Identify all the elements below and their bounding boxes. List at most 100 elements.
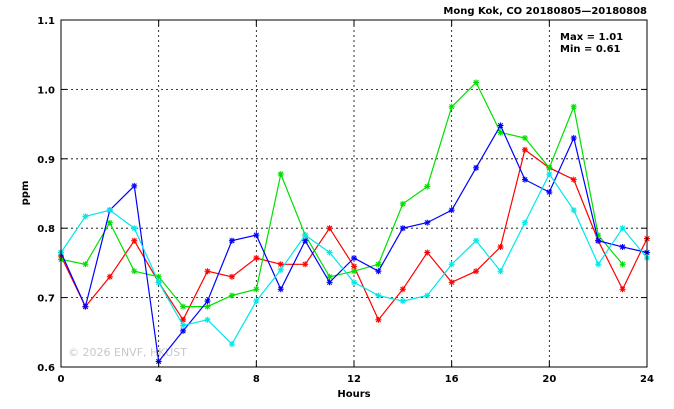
x-axis-label: Hours bbox=[337, 389, 370, 400]
data-point bbox=[448, 261, 455, 268]
data-point bbox=[595, 237, 602, 244]
data-point bbox=[497, 129, 504, 136]
axis-ticks bbox=[60, 19, 648, 368]
y-tick-label: 1.1 bbox=[37, 16, 55, 27]
data-point bbox=[204, 268, 211, 275]
data-point bbox=[228, 341, 235, 348]
y-tick-label: 1.0 bbox=[37, 85, 55, 96]
data-point bbox=[277, 286, 284, 293]
y-tick-label: 0.6 bbox=[37, 363, 55, 374]
data-point bbox=[448, 103, 455, 110]
data-point bbox=[619, 286, 626, 293]
data-point bbox=[375, 268, 382, 275]
x-tick-label: 8 bbox=[253, 374, 260, 385]
data-point bbox=[424, 292, 431, 299]
data-point bbox=[82, 303, 89, 310]
data-point bbox=[131, 268, 138, 275]
data-point bbox=[106, 273, 113, 280]
data-point bbox=[570, 103, 577, 110]
y-tick-labels: 0.6 0.7 0.8 0.9 1.0 1.1 bbox=[37, 16, 55, 374]
data-point bbox=[106, 207, 113, 214]
data-point bbox=[82, 213, 89, 220]
data-point bbox=[570, 176, 577, 183]
chart-title: Mong Kok, CO 20180805—20180808 bbox=[443, 6, 647, 17]
data-point bbox=[180, 303, 187, 310]
data-point bbox=[253, 255, 260, 262]
data-point bbox=[497, 268, 504, 275]
data-point bbox=[302, 261, 309, 268]
stat-min: Min = 0.61 bbox=[560, 44, 621, 55]
data-point bbox=[619, 243, 626, 250]
data-point bbox=[180, 327, 187, 334]
y-tick-label: 0.7 bbox=[37, 294, 55, 305]
data-point bbox=[131, 225, 138, 232]
grid-lines bbox=[61, 20, 647, 367]
data-point bbox=[399, 200, 406, 207]
data-point bbox=[277, 261, 284, 268]
data-point bbox=[82, 261, 89, 268]
data-point bbox=[351, 279, 357, 286]
data-point bbox=[302, 232, 309, 239]
data-point bbox=[228, 273, 235, 280]
data-point bbox=[155, 279, 162, 286]
series-4 bbox=[58, 171, 650, 348]
data-point bbox=[253, 232, 260, 239]
series-2 bbox=[58, 79, 626, 310]
data-point bbox=[424, 183, 431, 190]
data-point bbox=[399, 298, 406, 305]
data-point bbox=[473, 237, 480, 244]
data-point bbox=[253, 286, 260, 293]
data-point bbox=[546, 171, 553, 178]
data-point bbox=[546, 164, 553, 171]
stat-max: Max = 1.01 bbox=[560, 32, 623, 43]
data-point bbox=[399, 286, 406, 293]
data-point bbox=[399, 225, 406, 232]
data-point bbox=[521, 146, 528, 153]
series-line bbox=[60, 81, 624, 308]
data-point bbox=[180, 322, 187, 329]
data-point bbox=[326, 273, 333, 280]
data-point bbox=[521, 134, 528, 141]
data-point bbox=[497, 122, 504, 129]
x-tick-label: 24 bbox=[640, 374, 654, 385]
data-point bbox=[204, 298, 211, 305]
data-point bbox=[570, 207, 577, 214]
data-point bbox=[204, 303, 211, 310]
series-3 bbox=[58, 122, 650, 365]
data-point bbox=[619, 261, 626, 268]
x-tick-label: 12 bbox=[347, 374, 361, 385]
x-tick-labels: 0 4 8 12 16 20 24 bbox=[58, 374, 654, 385]
y-axis-label: ppm bbox=[20, 181, 31, 206]
data-point bbox=[131, 237, 138, 244]
x-tick-label: 0 bbox=[58, 374, 65, 385]
data-point bbox=[473, 268, 480, 275]
data-point bbox=[570, 134, 577, 141]
data-point bbox=[351, 268, 357, 275]
data-point bbox=[277, 171, 284, 178]
data-point bbox=[497, 243, 504, 250]
data-point bbox=[277, 266, 284, 273]
x-tick-label: 16 bbox=[445, 374, 459, 385]
plot-frame bbox=[60, 19, 648, 368]
data-point bbox=[473, 164, 480, 171]
data-point bbox=[473, 79, 480, 86]
data-point bbox=[326, 279, 333, 286]
y-tick-label: 0.8 bbox=[37, 224, 55, 235]
x-tick-label: 20 bbox=[542, 374, 556, 385]
data-point bbox=[619, 225, 626, 232]
y-tick-label: 0.9 bbox=[37, 155, 55, 166]
x-tick-label: 4 bbox=[155, 374, 162, 385]
data-point bbox=[131, 182, 138, 189]
data-point bbox=[521, 219, 528, 226]
data-point bbox=[180, 316, 187, 323]
data-point bbox=[424, 249, 431, 256]
data-point bbox=[204, 316, 211, 323]
data-point bbox=[595, 261, 602, 268]
data-point bbox=[375, 292, 382, 299]
data-point bbox=[448, 207, 455, 214]
data-point bbox=[546, 189, 553, 196]
data-point bbox=[375, 316, 382, 323]
data-point bbox=[375, 261, 382, 268]
data-point bbox=[106, 219, 113, 226]
